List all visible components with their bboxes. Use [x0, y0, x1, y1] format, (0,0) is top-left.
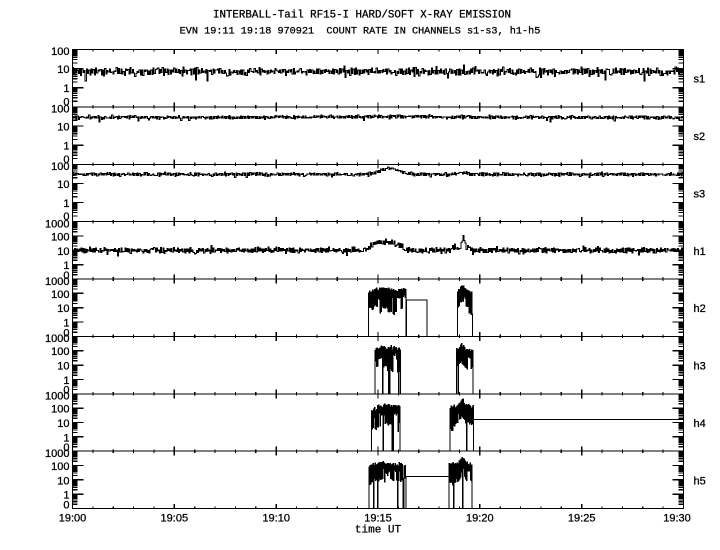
svg-text:1: 1: [63, 318, 69, 330]
svg-text:19:00: 19:00: [59, 513, 87, 525]
svg-text:10: 10: [57, 179, 69, 191]
svg-text:100: 100: [51, 46, 69, 58]
svg-text:19:25: 19:25: [568, 513, 596, 525]
svg-text:19:15: 19:15: [364, 513, 392, 525]
svg-text:h3: h3: [694, 361, 706, 373]
svg-text:19:05: 19:05: [161, 513, 189, 525]
svg-text:1000: 1000: [45, 218, 69, 230]
svg-text:h4: h4: [694, 418, 706, 430]
svg-text:1: 1: [63, 432, 69, 444]
svg-text:INTERBALL-Tail RF15-I HARD/SOF: INTERBALL-Tail RF15-I HARD/SOFT X-RAY EM…: [213, 10, 511, 22]
svg-text:10: 10: [57, 361, 69, 373]
svg-text:1000: 1000: [45, 448, 69, 460]
svg-text:1000: 1000: [45, 391, 69, 403]
svg-text:s2: s2: [694, 131, 706, 143]
svg-text:0: 0: [63, 385, 69, 397]
svg-text:1000: 1000: [45, 333, 69, 345]
svg-text:10: 10: [57, 246, 69, 258]
svg-text:1: 1: [63, 490, 69, 502]
svg-text:10: 10: [57, 418, 69, 430]
svg-text:h2: h2: [694, 303, 706, 315]
svg-text:0: 0: [63, 154, 69, 166]
svg-text:0: 0: [63, 96, 69, 108]
svg-text:0: 0: [63, 270, 69, 282]
svg-text:0: 0: [63, 327, 69, 339]
svg-text:1: 1: [63, 141, 69, 153]
svg-text:1: 1: [63, 83, 69, 95]
svg-text:s1: s1: [694, 74, 706, 86]
svg-text:0: 0: [63, 500, 69, 512]
svg-text:time UT: time UT: [355, 525, 402, 537]
svg-text:10: 10: [57, 122, 69, 134]
svg-text:0: 0: [63, 211, 69, 223]
svg-text:100: 100: [51, 232, 69, 244]
svg-text:s3: s3: [694, 188, 706, 200]
svg-text:1: 1: [63, 375, 69, 387]
svg-text:h1: h1: [694, 246, 706, 258]
svg-text:19:20: 19:20: [466, 513, 494, 525]
svg-text:100: 100: [51, 289, 69, 301]
svg-text:100: 100: [51, 346, 69, 358]
svg-text:100: 100: [51, 461, 69, 473]
svg-text:10: 10: [57, 303, 69, 315]
svg-text:1000: 1000: [45, 276, 69, 288]
svg-text:EVN 19:11 19:18 970921 COUNT: EVN 19:11 19:18 970921 COUNT RATE IN CHA…: [180, 26, 541, 38]
svg-text:10: 10: [57, 475, 69, 487]
svg-text:19:10: 19:10: [262, 513, 290, 525]
svg-text:h5: h5: [694, 475, 706, 487]
svg-text:1: 1: [63, 198, 69, 210]
svg-text:19:30: 19:30: [663, 513, 691, 525]
svg-text:1: 1: [63, 260, 69, 272]
svg-text:100: 100: [51, 161, 69, 173]
svg-text:10: 10: [57, 64, 69, 76]
svg-text:100: 100: [51, 404, 69, 416]
svg-text:100: 100: [51, 104, 69, 116]
svg-text:0: 0: [63, 442, 69, 454]
